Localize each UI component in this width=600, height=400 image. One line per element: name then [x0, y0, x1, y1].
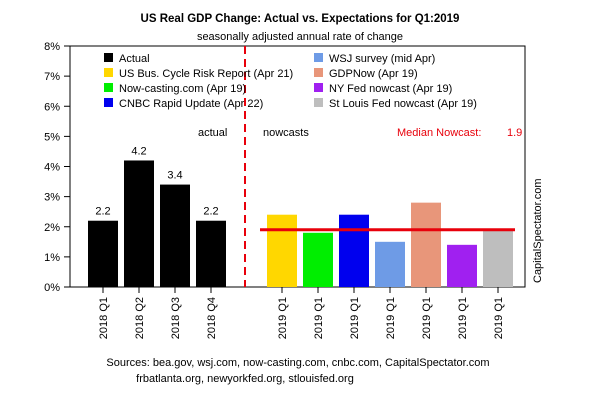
actual-bar-label: 2.2: [95, 206, 110, 218]
legend-label: GDPNow (Apr 19): [329, 68, 418, 80]
legend-swatch: [314, 68, 323, 77]
y-tick-label: 2%: [44, 222, 60, 234]
median-nowcast-value: 1.9: [507, 127, 522, 139]
legend-label: Now-casting.com (Apr 19): [119, 83, 246, 95]
legend-label: CNBC Rapid Update (Apr 22): [119, 98, 263, 110]
nowcast-bar: [411, 202, 441, 287]
x-tick-label: 2019 Q1: [349, 297, 361, 339]
legend-swatch: [104, 98, 113, 107]
nowcast-bar: [339, 214, 369, 287]
legend-label: WSJ survey (mid Apr): [329, 53, 435, 65]
legend-swatch: [104, 83, 113, 92]
legend-swatch: [314, 98, 323, 107]
y-axis: 0% 1% 2% 3% 4% 5% 6% 7% 8%: [44, 41, 70, 294]
legend-label: Actual: [119, 53, 150, 65]
nowcast-bar: [483, 229, 513, 287]
legend-label: St Louis Fed nowcast (Apr 19): [329, 98, 477, 110]
actual-bar: [124, 160, 154, 287]
legend-label: US Bus. Cycle Risk Report (Apr 21): [119, 68, 293, 80]
x-axis: 2018 Q1 2018 Q2 2018 Q3 2018 Q4 2019 Q1 2019 …: [98, 287, 505, 339]
bars: [88, 160, 513, 287]
y-tick-label: 8%: [44, 41, 60, 53]
actual-bar: [196, 220, 226, 287]
legend-swatch: [104, 53, 113, 62]
x-tick-label: 2018 Q4: [206, 297, 218, 339]
y-tick-label: 6%: [44, 101, 60, 113]
x-tick-label: 2018 Q3: [170, 297, 182, 339]
nowcast-bar: [447, 244, 477, 287]
legend: Actual US Bus. Cycle Risk Report (Apr 21)…: [104, 53, 477, 110]
side-label: CapitalSpectator.com: [532, 178, 544, 283]
x-tick-label: 2019 Q1: [421, 297, 433, 339]
y-tick-label: 7%: [44, 71, 60, 83]
legend-swatch: [314, 53, 323, 62]
bar-labels: 2.2 4.2 3.4 2.2: [95, 145, 218, 217]
actual-annotation: actual: [198, 127, 227, 139]
nowcast-bar: [267, 214, 297, 287]
y-tick-label: 5%: [44, 131, 60, 143]
y-tick-label: 3%: [44, 192, 60, 204]
x-tick-label: 2019 Q1: [277, 297, 289, 339]
median-nowcast-label: Median Nowcast:: [397, 127, 481, 139]
legend-swatch: [104, 68, 113, 77]
actual-bar-label: 3.4: [167, 170, 182, 182]
actual-bar-label: 4.2: [131, 145, 146, 157]
x-tick-label: 2019 Q1: [457, 297, 469, 339]
legend-swatch: [314, 83, 323, 92]
y-tick-label: 1%: [44, 252, 60, 264]
x-tick-label: 2018 Q1: [98, 297, 110, 339]
nowcast-bar: [375, 241, 405, 287]
x-tick-label: 2019 Q1: [385, 297, 397, 339]
actual-bar-label: 2.2: [203, 206, 218, 218]
y-tick-label: 0%: [44, 282, 60, 294]
source-line-1: Sources: bea.gov, wsj.com, now-casting.c…: [106, 357, 489, 369]
y-tick-label: 4%: [44, 162, 60, 174]
nowcasts-annotation: nowcasts: [263, 127, 309, 139]
x-tick-label: 2019 Q1: [313, 297, 325, 339]
legend-label: NY Fed nowcast (Apr 19): [329, 83, 452, 95]
chart-title: US Real GDP Change: Actual vs. Expectati…: [141, 13, 460, 25]
chart-subtitle: seasonally adjusted annual rate of chang…: [197, 31, 403, 43]
actual-bar: [88, 220, 118, 287]
x-tick-label: 2019 Q1: [493, 297, 505, 339]
nowcast-bar: [303, 232, 333, 287]
source-line-2: frbatlanta.org, newyorkfed.org, stlouisf…: [136, 373, 354, 385]
actual-bar: [160, 184, 190, 287]
x-tick-label: 2018 Q2: [134, 297, 146, 339]
